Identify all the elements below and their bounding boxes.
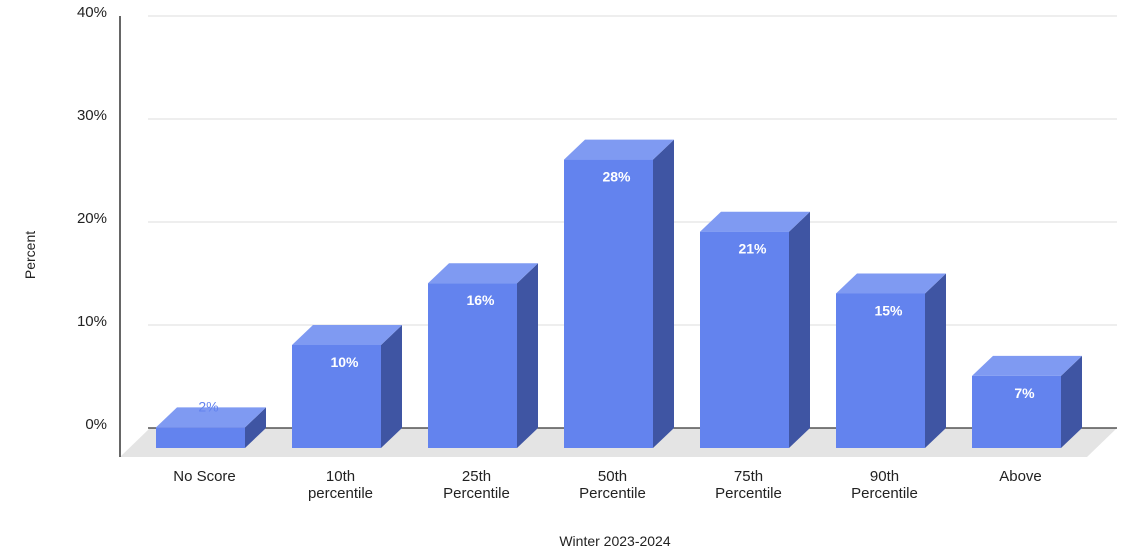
x-axis-title: Winter 2023-2024 xyxy=(559,533,671,549)
bar-side xyxy=(789,211,810,448)
bar-top xyxy=(564,139,674,160)
bar xyxy=(564,139,674,448)
bar-top xyxy=(292,325,402,345)
bar-top xyxy=(700,211,810,232)
data-label: 21% xyxy=(738,241,767,257)
bar-front xyxy=(428,283,517,448)
y-tick-label: 20% xyxy=(77,210,107,227)
y-tick-label: 40% xyxy=(77,4,107,21)
x-axis-categories: No Score 10th percentile 25th Percentile 50th… xyxy=(173,468,1042,502)
bar-top xyxy=(972,355,1082,376)
bars: 2% 10% 16% 28% 21% 15% 7% xyxy=(156,139,1082,448)
bar-side xyxy=(1061,355,1082,448)
bar-front xyxy=(836,293,925,448)
x-category-label: Above xyxy=(999,468,1042,485)
bar-side xyxy=(925,273,946,448)
bar xyxy=(428,263,538,448)
x-category-label: 50th Percentile xyxy=(579,468,646,502)
data-label: 28% xyxy=(602,169,631,185)
data-label: 7% xyxy=(1014,385,1035,401)
bar-front xyxy=(700,231,789,448)
x-category-label: No Score xyxy=(173,468,236,485)
bar-front xyxy=(292,345,381,448)
x-category-label: 90th Percentile xyxy=(851,468,918,502)
y-tick-label: 10% xyxy=(77,313,107,330)
data-label: 15% xyxy=(874,303,903,319)
data-label: 16% xyxy=(466,292,495,308)
y-tick-label: 30% xyxy=(77,107,107,124)
bar xyxy=(972,355,1082,448)
y-axis-ticks: 0% 10% 20% 30% 40% xyxy=(77,4,121,457)
bar-top xyxy=(428,263,538,284)
data-label: 10% xyxy=(330,354,359,370)
y-axis-title: Percent xyxy=(22,231,38,279)
bar-side xyxy=(517,263,538,448)
bar-front xyxy=(564,159,653,448)
bar-front xyxy=(156,427,245,448)
y-tick-label: 0% xyxy=(85,416,107,433)
bar xyxy=(156,407,266,448)
bar xyxy=(292,325,402,448)
x-category-label: 10th percentile xyxy=(308,468,373,502)
bar-side xyxy=(653,139,674,448)
data-label: 2% xyxy=(198,398,218,414)
bar-front xyxy=(972,375,1061,448)
bar xyxy=(700,211,810,448)
x-category-label: 25th Percentile xyxy=(443,468,510,502)
bar-top xyxy=(156,407,266,428)
bar-side xyxy=(245,407,266,448)
bar-side xyxy=(381,325,402,448)
bar xyxy=(836,273,946,448)
bar-top xyxy=(836,273,946,294)
x-category-label: 75th Percentile xyxy=(715,468,782,502)
